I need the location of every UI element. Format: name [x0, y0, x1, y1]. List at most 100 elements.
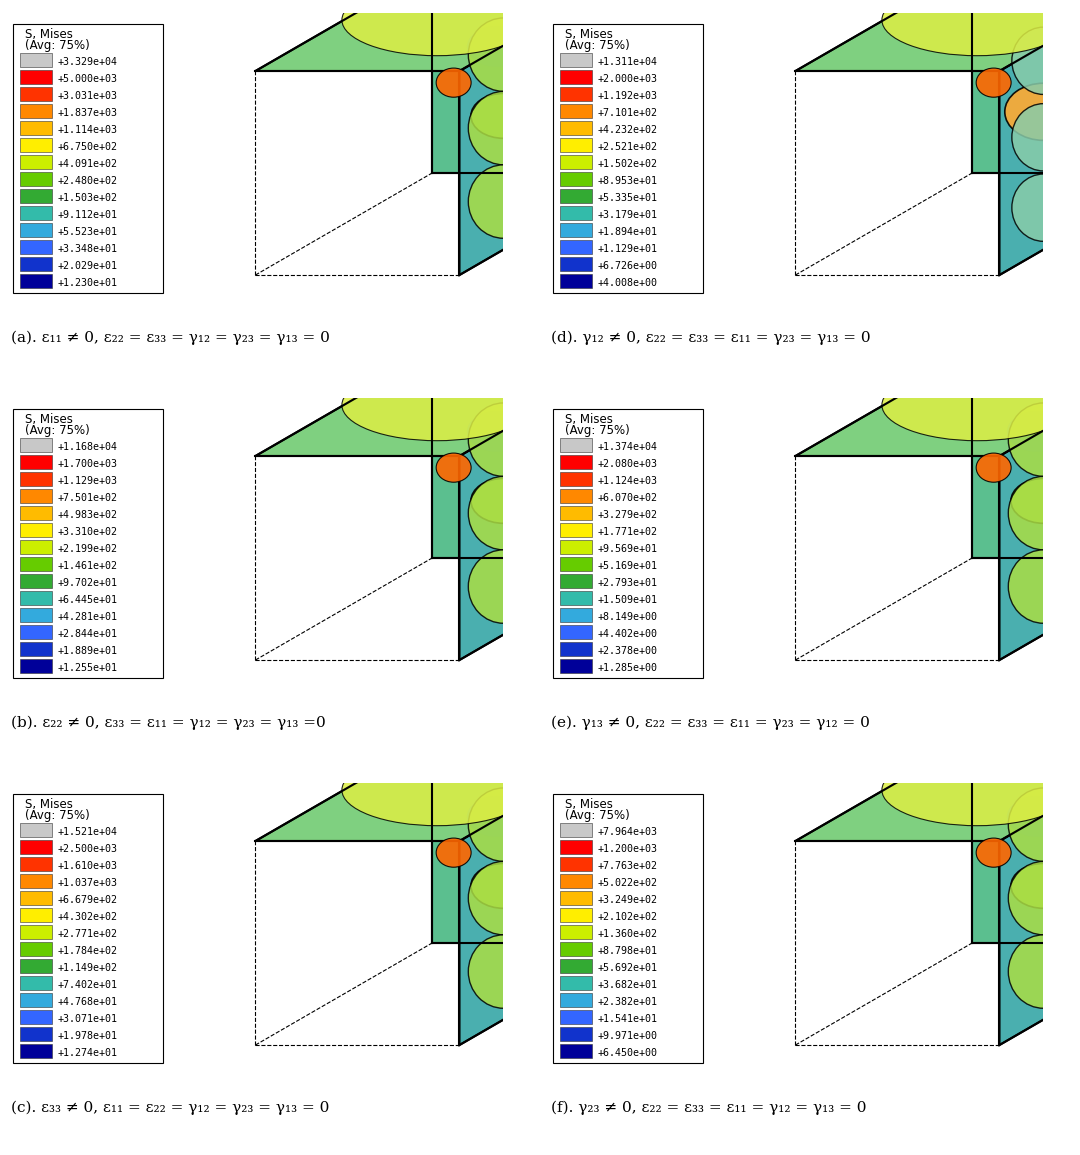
Text: +4.768e+01: +4.768e+01 [58, 997, 118, 1007]
Bar [559, 1028, 592, 1042]
Bar [19, 909, 52, 923]
Ellipse shape [552, 550, 622, 624]
Text: (b). ε₂₂ ≠ 0, ε₃₃ = ε₁₁ = γ₁₂ = γ₂₃ = γ₁₃ =0: (b). ε₂₂ ≠ 0, ε₃₃ = ε₁₁ = γ₁₂ = γ₂₃ = γ₁… [11, 715, 325, 730]
Text: (f). γ₂₃ ≠ 0, ε₂₂ = ε₃₃ = ε₁₁ = γ₁₂ = γ₁₃ = 0: (f). γ₂₃ ≠ 0, ε₂₂ = ε₃₃ = ε₁₁ = γ₁₂ = γ₁… [551, 1101, 866, 1115]
Text: +2.199e+02: +2.199e+02 [58, 544, 118, 554]
Ellipse shape [436, 453, 471, 483]
Bar [559, 523, 592, 537]
Ellipse shape [882, 754, 1072, 826]
Bar [559, 625, 592, 640]
Bar [19, 207, 52, 221]
Text: S, Mises: S, Mises [565, 798, 612, 811]
Bar [19, 523, 52, 537]
Ellipse shape [469, 788, 539, 862]
Bar [19, 156, 52, 170]
Text: +2.521e+02: +2.521e+02 [598, 142, 658, 152]
Bar [559, 1044, 592, 1058]
Text: +4.281e+01: +4.281e+01 [58, 612, 118, 621]
Ellipse shape [552, 476, 622, 550]
Bar [559, 925, 592, 939]
Text: +3.249e+02: +3.249e+02 [598, 895, 658, 904]
Text: +6.070e+02: +6.070e+02 [598, 493, 658, 502]
Ellipse shape [469, 550, 539, 624]
Text: +9.702e+01: +9.702e+01 [58, 578, 118, 588]
PathPatch shape [432, 739, 636, 942]
PathPatch shape [796, 739, 1080, 841]
Bar [559, 942, 592, 956]
Text: +1.784e+02: +1.784e+02 [58, 946, 118, 956]
Text: (Avg: 75%): (Avg: 75%) [565, 810, 630, 822]
Bar [19, 506, 52, 521]
Bar [559, 240, 592, 254]
Bar [19, 660, 52, 673]
Bar [559, 53, 592, 67]
Text: +1.149e+02: +1.149e+02 [58, 963, 118, 973]
Text: +2.080e+03: +2.080e+03 [598, 459, 658, 469]
Bar [559, 609, 592, 623]
Ellipse shape [1011, 478, 1076, 523]
Text: +6.679e+02: +6.679e+02 [58, 895, 118, 904]
Bar [19, 976, 52, 990]
Text: +3.179e+01: +3.179e+01 [598, 210, 658, 219]
Ellipse shape [1012, 27, 1076, 95]
Text: +8.149e+00: +8.149e+00 [598, 612, 658, 621]
Bar [19, 172, 52, 186]
Text: +1.129e+01: +1.129e+01 [598, 244, 658, 254]
Ellipse shape [342, 370, 532, 441]
Bar [559, 574, 592, 588]
Bar [559, 642, 592, 656]
Bar [19, 960, 52, 974]
Ellipse shape [976, 68, 1011, 97]
PathPatch shape [972, 353, 1080, 558]
Bar [559, 275, 592, 289]
Ellipse shape [1012, 104, 1076, 171]
Text: +1.610e+03: +1.610e+03 [58, 860, 118, 871]
Text: +3.310e+02: +3.310e+02 [58, 527, 118, 537]
Bar [19, 609, 52, 623]
Ellipse shape [552, 18, 622, 91]
PathPatch shape [459, 0, 636, 275]
Text: (Avg: 75%): (Avg: 75%) [565, 425, 630, 438]
Bar [19, 874, 52, 888]
Text: +2.480e+02: +2.480e+02 [58, 176, 118, 186]
PathPatch shape [999, 353, 1080, 660]
PathPatch shape [256, 0, 636, 70]
Bar [559, 541, 592, 554]
Text: +2.029e+01: +2.029e+01 [58, 261, 118, 271]
Text: (c). ε₃₃ ≠ 0, ε₁₁ = ε₂₂ = γ₁₂ = γ₂₃ = γ₁₃ = 0: (c). ε₃₃ ≠ 0, ε₁₁ = ε₂₂ = γ₁₂ = γ₂₃ = γ₁… [11, 1101, 329, 1115]
Bar [559, 189, 592, 203]
Bar [559, 976, 592, 990]
Bar [559, 472, 592, 486]
Text: +8.798e+01: +8.798e+01 [598, 946, 658, 956]
Ellipse shape [1009, 788, 1079, 862]
Ellipse shape [552, 788, 622, 862]
Text: +1.255e+01: +1.255e+01 [58, 663, 118, 673]
Ellipse shape [1012, 174, 1076, 241]
Bar [19, 625, 52, 640]
Text: +1.541e+01: +1.541e+01 [598, 1014, 658, 1023]
Bar [559, 841, 592, 855]
Text: +1.285e+00: +1.285e+00 [598, 663, 658, 673]
Ellipse shape [882, 0, 1072, 55]
Text: S, Mises: S, Mises [565, 28, 612, 42]
Ellipse shape [1009, 862, 1079, 934]
Bar [19, 53, 52, 67]
PathPatch shape [796, 0, 1080, 70]
Ellipse shape [467, 796, 528, 837]
Bar [19, 642, 52, 656]
Text: +1.978e+01: +1.978e+01 [58, 1031, 118, 1041]
Bar [559, 455, 592, 469]
Bar [559, 874, 592, 888]
Text: +9.971e+00: +9.971e+00 [598, 1031, 658, 1041]
Bar [19, 541, 52, 554]
Bar [559, 223, 592, 237]
Text: +6.450e+00: +6.450e+00 [598, 1048, 658, 1058]
Text: +1.894e+01: +1.894e+01 [598, 226, 658, 237]
Text: +2.102e+02: +2.102e+02 [598, 912, 658, 922]
Ellipse shape [436, 68, 471, 97]
Bar [19, 993, 52, 1007]
Text: +1.837e+03: +1.837e+03 [58, 107, 118, 118]
Bar [19, 490, 52, 504]
Text: (Avg: 75%): (Avg: 75%) [565, 39, 630, 52]
Text: (a). ε₁₁ ≠ 0, ε₂₂ = ε₃₃ = γ₁₂ = γ₂₃ = γ₁₃ = 0: (a). ε₁₁ ≠ 0, ε₂₂ = ε₃₃ = γ₁₂ = γ₂₃ = γ₁… [11, 330, 329, 344]
